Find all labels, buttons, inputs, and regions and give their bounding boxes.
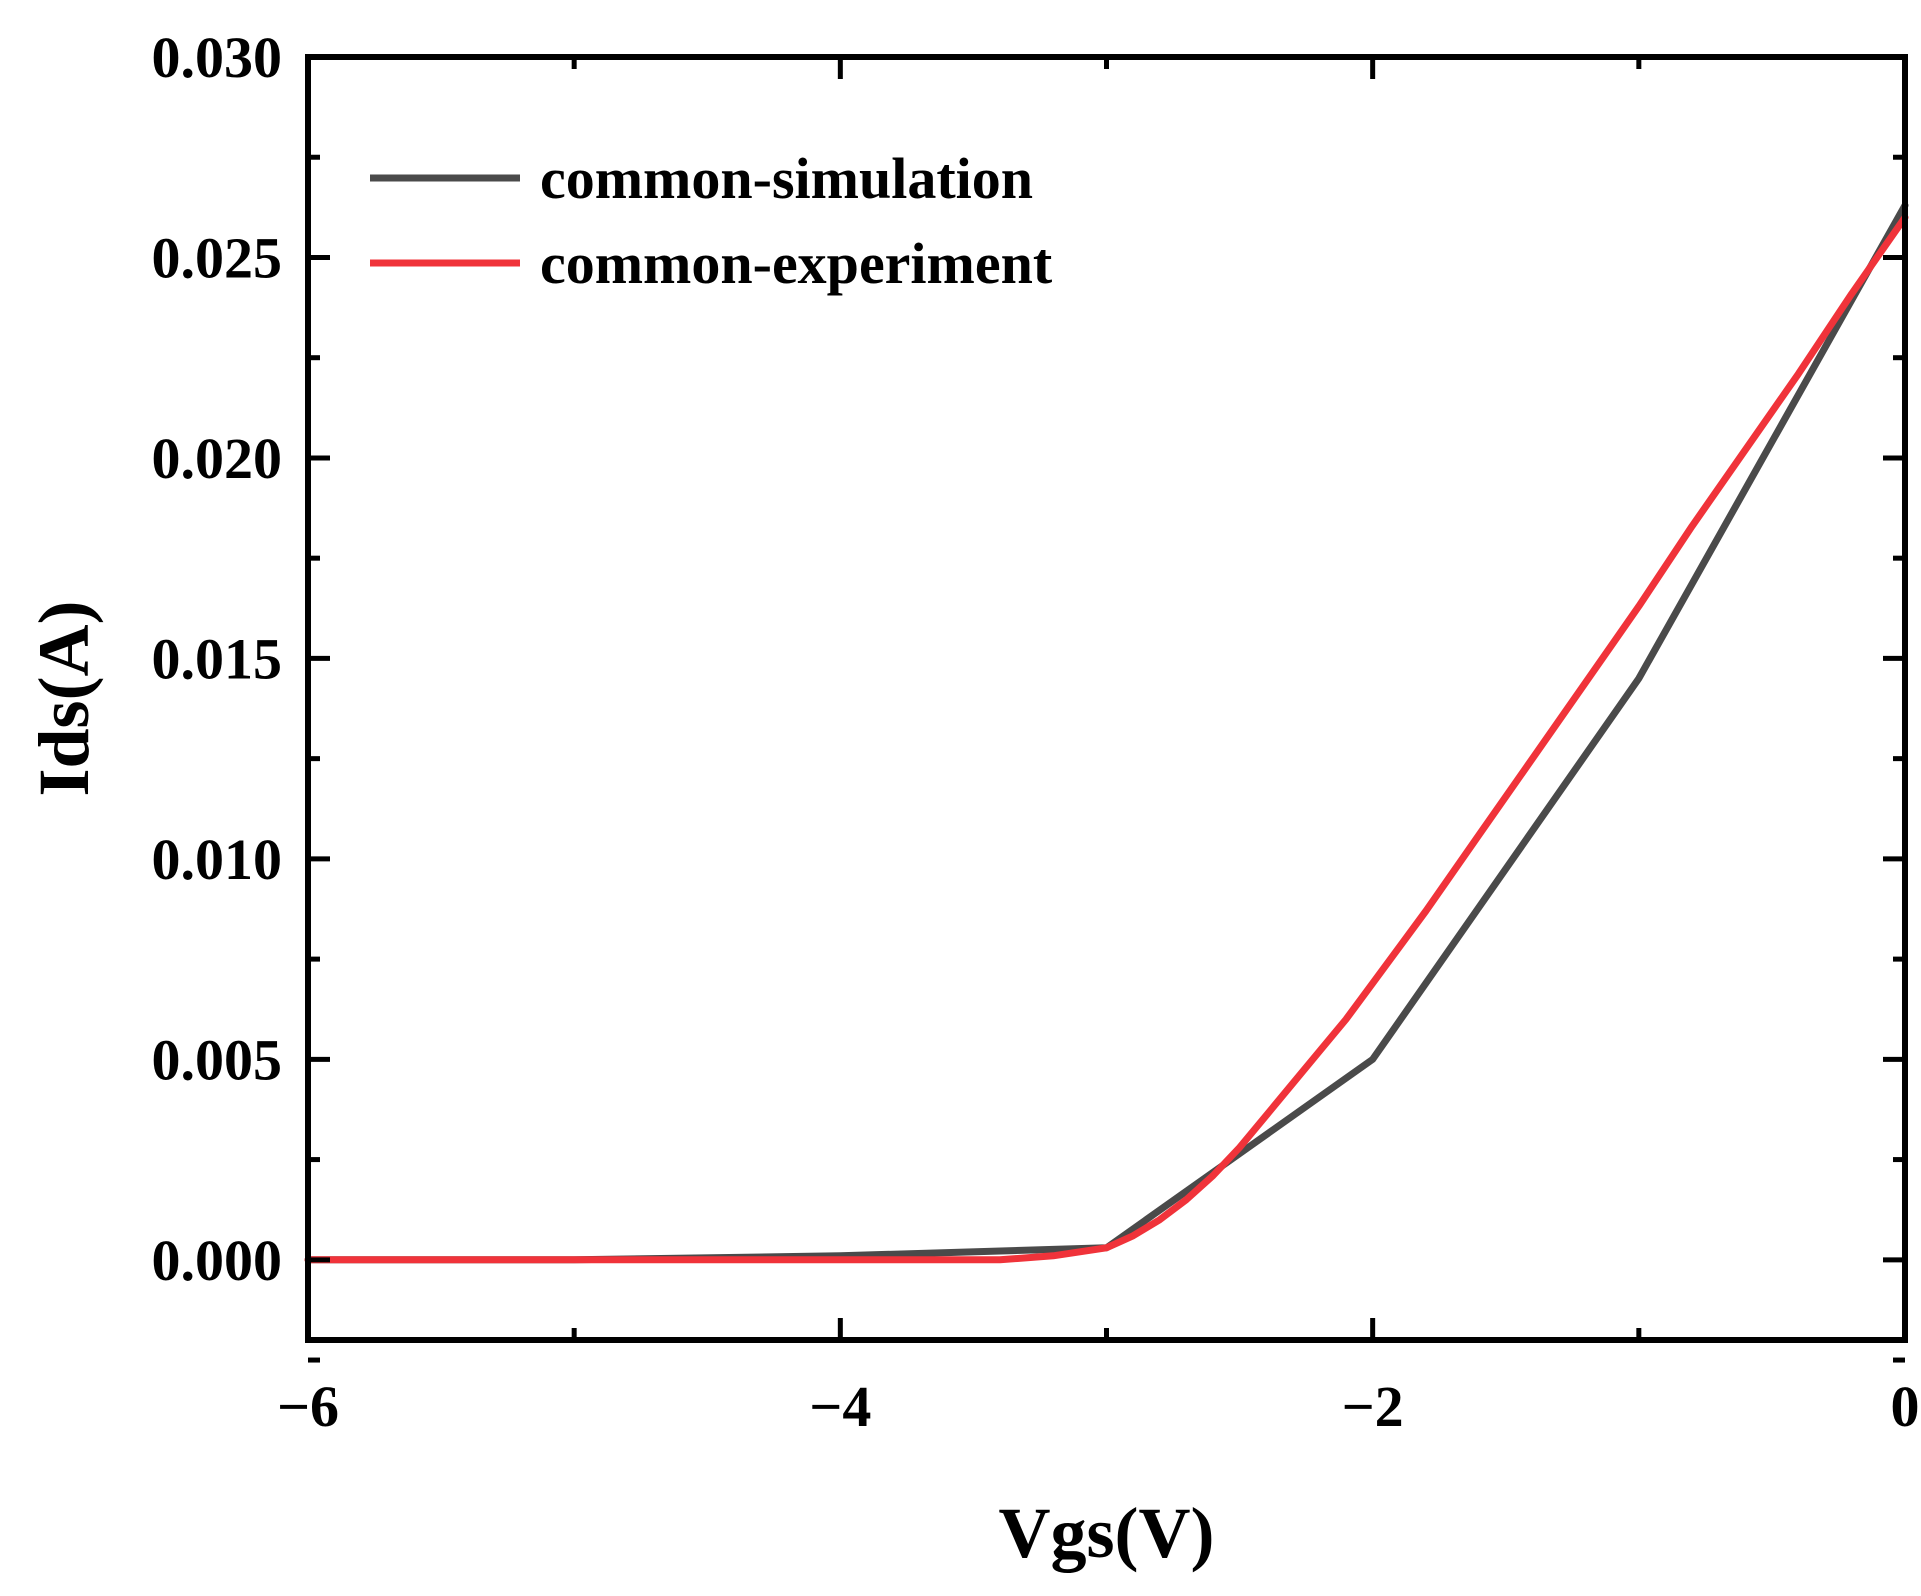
legend: common-simulation common-experiment [370, 146, 1053, 296]
x-tick-label: −4 [809, 1374, 871, 1439]
y-tick-label: 0.000 [152, 1228, 283, 1293]
y-tick-label: 0.010 [152, 827, 283, 892]
series-layer [304, 201, 1909, 1264]
x-tick-label: 0 [1891, 1374, 1920, 1439]
legend-label: common-experiment [540, 231, 1053, 296]
y-tick-label: 0.030 [152, 25, 283, 90]
y-tick-label: 0.015 [152, 626, 283, 691]
plot-area-frame [305, 54, 1908, 1343]
series-line-common-simulation [304, 201, 1909, 1264]
x-axis-title: Vgs(V) [999, 1493, 1215, 1573]
y-tick-label: 0.005 [152, 1027, 283, 1092]
y-tick-label: 0.020 [152, 426, 283, 491]
x-tick-label: −6 [277, 1374, 339, 1439]
legend-label: common-simulation [540, 146, 1033, 211]
y-axis-title: Ids(A) [24, 600, 104, 796]
series-line-common-experiment [304, 213, 1909, 1264]
x-tick-label: −2 [1342, 1374, 1404, 1439]
y-tick-label: 0.025 [152, 225, 283, 290]
tick-labels-layer: −6 −4 −2 0 0.000 0.005 0.010 0.015 0.020 0.025 0.0… [152, 25, 1920, 1439]
